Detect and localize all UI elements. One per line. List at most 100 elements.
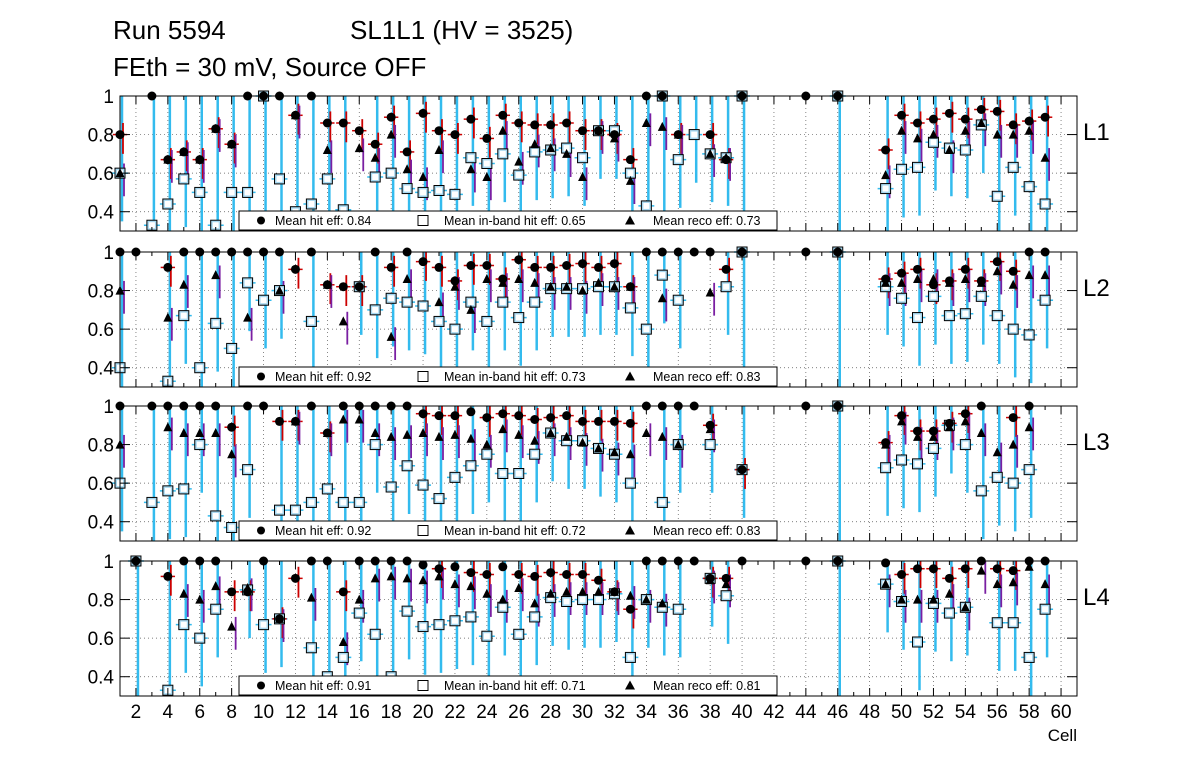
hit-marker [1040, 112, 1050, 122]
hit-marker [466, 261, 476, 270]
reco-marker [450, 281, 460, 291]
hit-marker [546, 413, 556, 423]
y-tick-label: 1 [103, 87, 114, 108]
hit-marker [322, 280, 332, 290]
y-tick-label: 0.4 [88, 513, 115, 534]
reco-marker [211, 270, 221, 280]
legend-entry: Mean hit eff: 0.84 [275, 214, 371, 228]
reco-marker [466, 304, 476, 314]
inband-marker-inner [228, 524, 235, 531]
hit-marker [466, 114, 476, 124]
y-tick-label: 0.4 [88, 668, 115, 689]
reco-marker [928, 594, 938, 604]
hit-marker [1008, 413, 1018, 423]
y-tick-label: 1 [103, 552, 114, 573]
hit-marker [625, 155, 635, 165]
y-tick-label: 0.4 [88, 203, 115, 224]
reco-marker [514, 429, 524, 439]
reco-marker [211, 428, 221, 437]
inband-marker-inner [1010, 326, 1017, 333]
reco-marker [1040, 152, 1050, 162]
inband-marker-inner [196, 189, 203, 196]
hit-marker [928, 426, 938, 436]
reco-marker [578, 172, 588, 181]
hit-marker [354, 126, 364, 136]
reco-marker [211, 581, 221, 591]
x-tick-label: 16 [349, 702, 370, 723]
y-tick-label: 0.8 [88, 282, 114, 303]
reco-marker [546, 588, 556, 598]
inband-marker-inner [212, 606, 219, 613]
inband-marker-inner [946, 312, 953, 319]
hit-marker [482, 413, 492, 423]
hit-marker [530, 120, 540, 130]
inband-marker-inner [164, 201, 171, 207]
inband-marker-inner [563, 145, 570, 152]
hit-marker [944, 276, 954, 286]
x-tick-label: 58 [1019, 702, 1040, 723]
reco-marker [498, 125, 508, 135]
hit-marker [546, 262, 556, 272]
inband-marker-inner [898, 295, 905, 302]
reco-marker [322, 145, 332, 154]
hit-marker [466, 407, 476, 417]
legend-reco-marker [625, 525, 635, 535]
x-tick-label: 36 [668, 702, 689, 723]
hit-marker [227, 422, 237, 432]
reco-marker [562, 431, 572, 441]
reco-marker [514, 583, 524, 592]
reco-marker [434, 431, 444, 441]
reco-marker [370, 573, 380, 583]
reco-marker [354, 594, 364, 604]
inband-marker-inner [531, 613, 538, 620]
hit-marker [514, 570, 524, 579]
reco-marker [625, 590, 635, 600]
x-tick-label: 8 [226, 702, 237, 723]
x-tick-label: 60 [1050, 702, 1071, 723]
y-tick-label: 0.6 [88, 164, 114, 185]
hit-marker [625, 604, 635, 614]
hit-marker [881, 274, 891, 284]
reco-marker [402, 429, 412, 439]
hit-marker [913, 426, 922, 436]
x-tick-label: 6 [194, 702, 205, 723]
hit-marker [976, 276, 986, 286]
reco-marker [657, 598, 667, 608]
inband-marker-inner [228, 345, 235, 352]
hit-marker [1008, 120, 1018, 130]
reco-marker [976, 565, 986, 575]
reco-marker [338, 637, 348, 646]
hit-marker [322, 118, 332, 128]
legend-box [238, 675, 778, 696]
hit-marker [562, 118, 572, 128]
y-tick-label: 0.6 [88, 474, 114, 495]
hit-marker [498, 562, 508, 572]
inband-marker-inner [515, 631, 522, 638]
inband-marker-inner [1010, 164, 1017, 171]
x-tick-label: 18 [381, 702, 402, 723]
reco-marker [498, 594, 508, 604]
legend-entry: Mean hit eff: 0.92 [275, 524, 371, 538]
reco-marker [673, 439, 683, 449]
hit-marker [897, 110, 907, 120]
hit-marker [290, 416, 300, 426]
inband-marker-inner [372, 631, 379, 638]
inband-marker-inner [404, 462, 411, 469]
hit-marker [944, 418, 954, 428]
legend-inband-marker [417, 680, 429, 691]
inband-marker-inner [914, 639, 921, 645]
reco-marker [402, 573, 412, 583]
reco-marker [227, 621, 237, 631]
y-tick-label: 0.8 [88, 436, 114, 457]
hit-marker [721, 573, 731, 583]
hit-marker [625, 418, 635, 428]
inband-marker-inner [483, 160, 490, 167]
inband-marker-inner [467, 613, 474, 620]
y-tick-label: 1 [103, 243, 114, 264]
hit-marker [482, 133, 492, 143]
inband-marker-inner [340, 206, 347, 213]
inband-marker-inner [723, 283, 730, 290]
hit-marker [609, 259, 619, 269]
inband-marker-inner [1026, 331, 1033, 338]
hit-marker [897, 268, 907, 278]
